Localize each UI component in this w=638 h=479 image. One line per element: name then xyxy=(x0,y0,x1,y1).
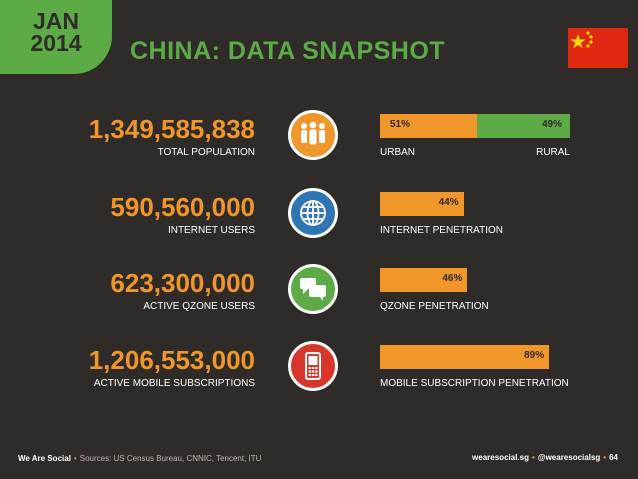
date-month: JAN xyxy=(32,8,79,34)
mobile-penetration-bar: 89% xyxy=(380,345,570,369)
bar-internet-text: 44% xyxy=(438,197,459,208)
footer-sources-text: Sources: US Census Bureau, CNNIC, Tencen… xyxy=(79,454,262,463)
stat-label: ACTIVE MOBILE SUBSCRIPTIONS xyxy=(93,378,255,389)
bar-label-rural: RURAL xyxy=(536,147,570,158)
page-number: 64 xyxy=(609,453,618,462)
bar-label-urban: URBAN xyxy=(380,147,416,158)
chat-bubbles-icon xyxy=(288,264,338,314)
bar-rural: 49% xyxy=(476,114,570,138)
footer-site[interactable]: wearesocial.sg xyxy=(472,453,529,462)
bar-label-mobile: MOBILE SUBSCRIPTION PENETRATION xyxy=(380,378,569,389)
mobile-phone-icon xyxy=(288,341,338,391)
footer-sources: We Are Social • Sources: US Census Bureau,… xyxy=(18,454,262,463)
date-badge: JAN 2014 xyxy=(0,0,112,74)
bar-internet: 44% xyxy=(380,192,464,216)
stat-label: TOTAL POPULATION xyxy=(157,147,255,158)
bar-urban: 51% xyxy=(380,114,477,138)
bar-mobile-text: 89% xyxy=(524,350,545,361)
stat-row-qzone: 623,300,000 ACTIVE QZONE USERS 46% QZONE… xyxy=(0,264,638,348)
date-year: 2014 xyxy=(30,30,82,56)
stat-row-internet: 590,560,000 INTERNET USERS 44% INTERNET … xyxy=(0,188,638,272)
bar-rural-text: 49% xyxy=(541,119,562,130)
stat-label: ACTIVE QZONE USERS xyxy=(143,301,255,312)
urban-rural-bar: 51% 49% xyxy=(380,114,570,138)
footer-brand: We Are Social xyxy=(18,454,71,463)
stat-row-mobile: 1,206,553,000 ACTIVE MOBILE SUBSCRIPTION… xyxy=(0,341,638,425)
stat-label: INTERNET USERS xyxy=(167,225,255,236)
stat-value: 1,206,553,000 xyxy=(88,345,255,375)
stat-row-population: 1,349,585,838 TOTAL POPULATION 51% 49% U… xyxy=(0,110,638,194)
globe-icon xyxy=(288,188,338,238)
bar-qzone: 46% xyxy=(380,268,468,292)
qzone-penetration-bar: 46% xyxy=(380,268,570,292)
people-icon xyxy=(288,110,338,160)
stat-value: 590,560,000 xyxy=(110,192,255,222)
bar-label-internet: INTERNET PENETRATION xyxy=(380,225,503,236)
footer-links: wearesocial.sg • @wearesocialsg • 64 xyxy=(472,453,618,462)
stat-value: 1,349,585,838 xyxy=(88,114,255,144)
footer-handle[interactable]: @wearesocialsg xyxy=(537,453,601,462)
stat-value: 623,300,000 xyxy=(110,268,255,298)
bar-mobile: 89% xyxy=(380,345,550,369)
bar-qzone-text: 46% xyxy=(442,273,463,284)
bar-urban-text: 51% xyxy=(390,119,411,130)
bar-label-qzone: QZONE PENETRATION xyxy=(380,301,489,312)
china-flag-icon xyxy=(568,28,628,68)
internet-penetration-bar: 44% xyxy=(380,192,570,216)
page-title: CHINA: DATA SNAPSHOT xyxy=(130,37,446,65)
